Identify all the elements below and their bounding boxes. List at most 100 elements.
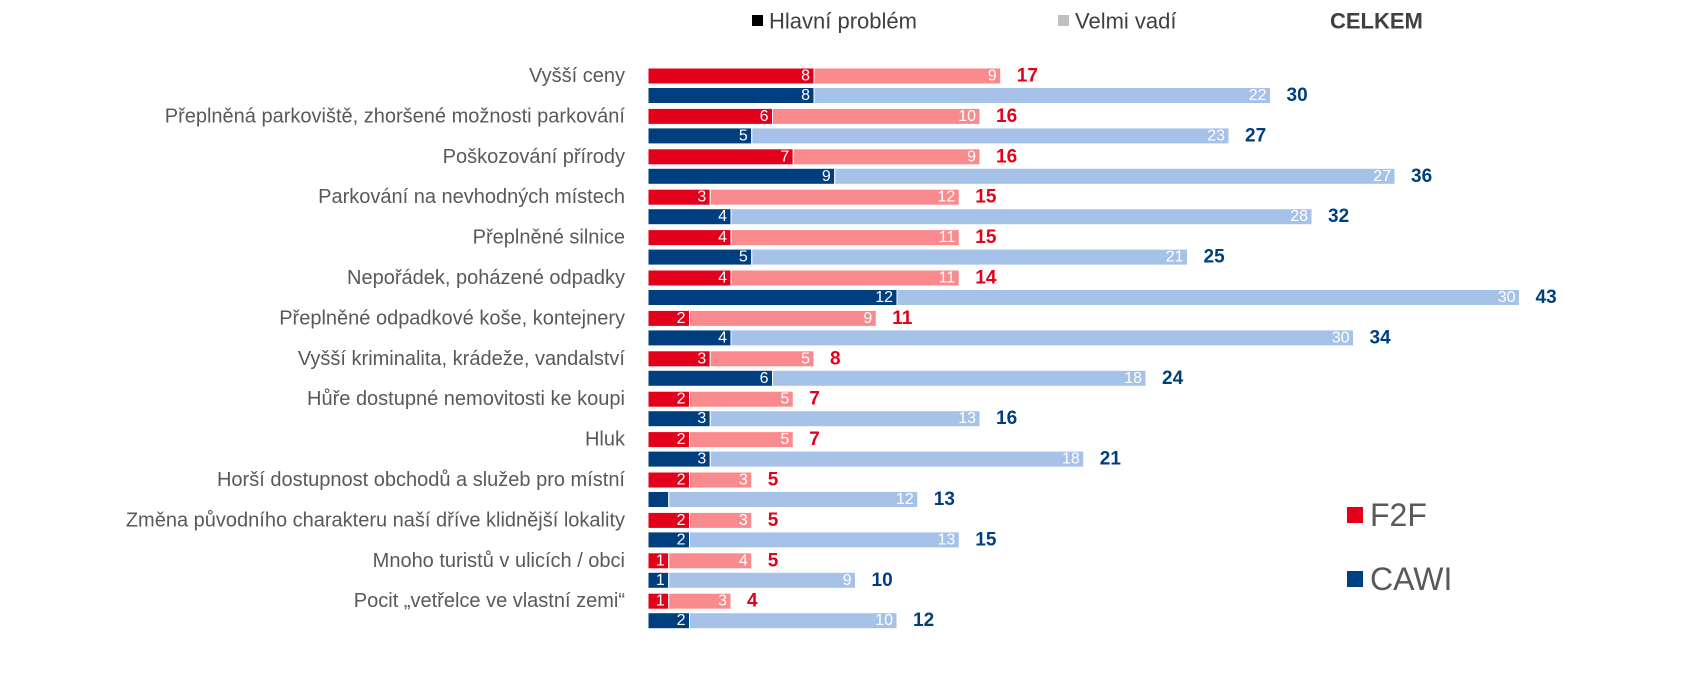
- segment-label: 2: [677, 310, 686, 327]
- bar-segment: [689, 390, 794, 408]
- bar-segment: [834, 167, 1396, 185]
- segment-label: 6: [760, 108, 769, 125]
- segment-label: 1: [656, 572, 665, 589]
- legend-total: CELKEM: [1330, 9, 1423, 34]
- segment-label: 12: [875, 289, 893, 306]
- total-label: 24: [1162, 368, 1184, 389]
- total-label: 12: [913, 610, 934, 631]
- category-label: Hluk: [585, 429, 626, 451]
- segment-label: 10: [958, 108, 976, 125]
- bar-segment: [709, 188, 960, 206]
- segment-label: 8: [801, 87, 810, 104]
- segment-label: 30: [1332, 329, 1350, 346]
- segment-label: 11: [939, 229, 956, 246]
- bar-segment: [689, 471, 753, 489]
- total-label: 15: [975, 227, 997, 248]
- segment-label: 18: [1062, 451, 1080, 468]
- segment-label: 30: [1498, 289, 1516, 306]
- segment-label: 3: [697, 410, 706, 427]
- bar-segment: [668, 491, 919, 508]
- segment-label: 4: [718, 229, 727, 246]
- segment-label: 5: [739, 127, 748, 144]
- segment-label: 18: [1124, 370, 1142, 387]
- legend-label: Velmi vadí: [1075, 9, 1177, 34]
- category-label: Poškozování přírody: [443, 146, 625, 168]
- segment-label: 3: [739, 472, 748, 489]
- segment-label: 4: [739, 552, 748, 569]
- bar-segment: [792, 148, 981, 166]
- segment-label: 2: [677, 512, 686, 529]
- bar-segment: [668, 571, 856, 589]
- legend-label: CAWI: [1370, 561, 1452, 597]
- category-label: Vyšší kriminalita, krádeže, vandalství: [298, 348, 626, 370]
- category-label: Přeplněné odpadkové koše, kontejnery: [279, 307, 625, 329]
- segment-label: 3: [697, 451, 706, 468]
- total-label: 13: [934, 489, 955, 510]
- bar-segment: [668, 592, 732, 610]
- segment-label: 13: [958, 410, 976, 427]
- bar-segment: [730, 229, 960, 247]
- category-label: Změna původního charakteru naší dříve kl…: [126, 509, 625, 531]
- legend-label: Hlavní problém: [769, 9, 917, 34]
- bar-segment: [813, 67, 1002, 85]
- total-label: 16: [996, 106, 1017, 127]
- bar-segment: [647, 491, 670, 508]
- bar-segment: [647, 148, 794, 166]
- total-label: 30: [1287, 85, 1308, 106]
- segment-label: 4: [718, 270, 727, 287]
- category-label: Parkování na nevhodných místech: [318, 186, 625, 208]
- total-label: 36: [1411, 166, 1432, 187]
- segment-label: 13: [937, 531, 955, 548]
- segment-label: 21: [1166, 249, 1184, 266]
- bar-segment: [647, 289, 898, 306]
- segment-label: 7: [780, 148, 789, 165]
- segment-label: 4: [718, 208, 727, 225]
- category-label: Vyšší ceny: [529, 65, 625, 87]
- bar-segment: [689, 511, 753, 529]
- segment-label: 10: [875, 612, 893, 629]
- segment-label: 5: [801, 350, 810, 367]
- segment-label: 2: [677, 391, 686, 408]
- category-label: Mnoho turistů v ulicích / obci: [373, 550, 625, 572]
- bar-segment: [813, 87, 1271, 104]
- category-label: Hůře dostupné nemovitosti ke koupi: [307, 388, 625, 410]
- total-label: 17: [1017, 66, 1038, 87]
- segment-label: 9: [967, 148, 976, 165]
- bar-segment: [647, 107, 773, 125]
- bar-segment: [689, 531, 960, 549]
- total-label: 16: [996, 146, 1017, 167]
- bar-segment: [730, 329, 1354, 347]
- total-label: 16: [996, 408, 1017, 429]
- segment-label: 9: [822, 168, 831, 185]
- total-label: 32: [1328, 206, 1349, 227]
- total-label: 5: [768, 470, 779, 491]
- total-label: 15: [975, 529, 997, 550]
- segment-label: 23: [1207, 127, 1225, 144]
- segment-label: 9: [988, 68, 997, 85]
- bar-segment: [668, 552, 753, 570]
- bar-segment: [751, 127, 1230, 145]
- segment-label: 9: [863, 310, 872, 327]
- legend-swatch: [1347, 507, 1363, 523]
- legend-label: F2F: [1370, 497, 1427, 533]
- bar-segment: [647, 248, 753, 266]
- total-label: 8: [830, 348, 841, 369]
- bar-segment: [689, 309, 877, 327]
- total-label: 27: [1245, 125, 1266, 146]
- segment-label: 2: [677, 531, 686, 548]
- bar-segment: [689, 612, 898, 630]
- bar-segment: [730, 208, 1313, 226]
- segment-label: 8: [801, 68, 810, 85]
- total-label: 4: [747, 591, 758, 612]
- segment-label: 2: [677, 472, 686, 489]
- segment-label: 5: [780, 391, 789, 408]
- bar-segment: [896, 289, 1520, 306]
- bar-segment: [709, 350, 815, 368]
- segment-label: 3: [697, 350, 706, 367]
- segment-label: 1: [656, 552, 665, 569]
- segment-label: 5: [780, 431, 789, 448]
- category-label: Přeplněné silnice: [473, 227, 625, 249]
- segment-label: 3: [718, 593, 727, 610]
- total-label: 7: [809, 429, 820, 450]
